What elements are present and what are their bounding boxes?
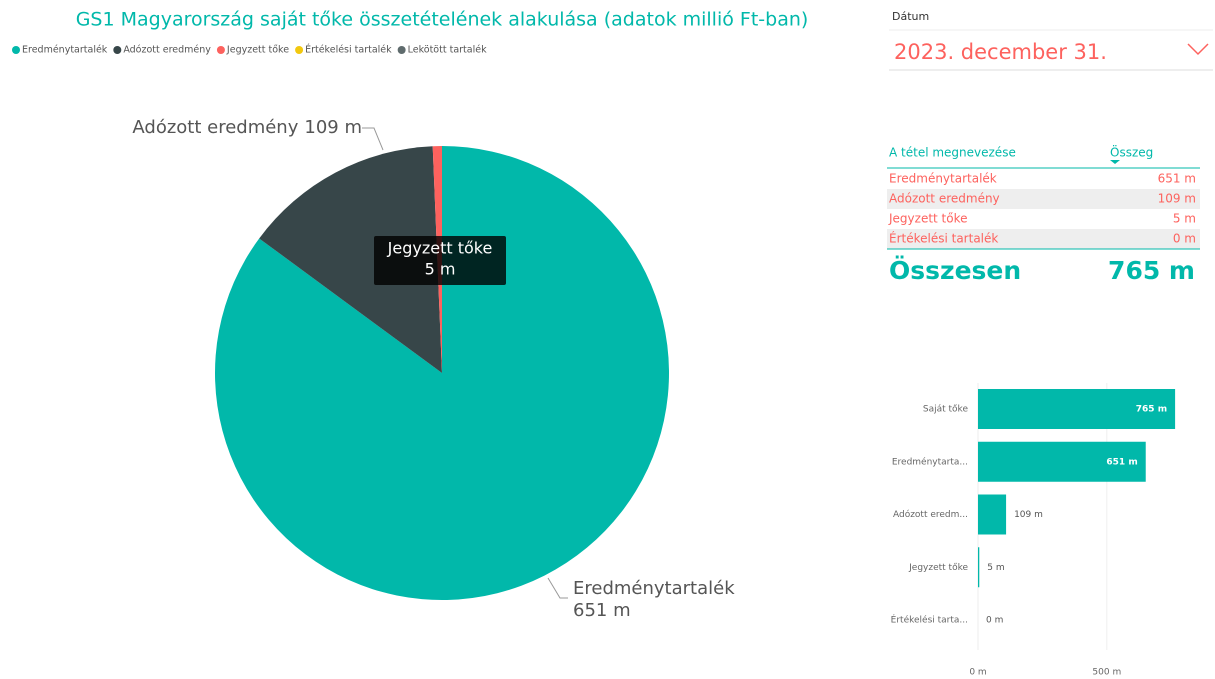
pie-slice <box>259 146 442 373</box>
leader-line <box>362 127 384 151</box>
data-label: 0 m <box>986 616 1003 626</box>
cell: 0 m <box>1173 232 1196 246</box>
legend-marker <box>397 46 406 54</box>
y-tick-label: Jegyzett tőke <box>908 563 968 573</box>
y-tick-label: Értékelési tarta... <box>891 614 968 626</box>
data-label-name: Eredménytartalék <box>573 578 735 599</box>
sort-arrow <box>1110 160 1120 164</box>
data-label-value: 109 m <box>304 117 362 138</box>
bar <box>978 441 1146 482</box>
legend-label: Jegyzett tőke <box>226 45 289 56</box>
pie-slice <box>215 146 669 600</box>
x-tick-label: 500 m <box>1092 668 1121 678</box>
legend-marker <box>12 46 20 54</box>
bar <box>978 547 980 588</box>
total-value: 765 m <box>1108 256 1195 285</box>
cell: Eredménytartalék <box>889 172 997 186</box>
data-label: 5 m <box>987 563 1004 573</box>
legend-marker <box>295 46 304 54</box>
table: A tétel megnevezése Összeg Eredménytartalé… <box>887 144 1200 285</box>
bar <box>978 494 1007 535</box>
bar <box>978 389 1176 429</box>
leader-line <box>547 577 568 599</box>
total-label: Összesen <box>889 255 1021 285</box>
data-label-value: 651 m <box>573 600 631 621</box>
tooltip-label: Jegyzett tőke <box>387 239 493 258</box>
cell: 651 m <box>1158 172 1196 186</box>
slicer-value[interactable]: 2023. december 31. <box>894 40 1107 64</box>
data-label: 651 m <box>1106 457 1137 467</box>
data-label: 109 m <box>1014 510 1043 520</box>
legend-marker <box>113 46 122 54</box>
slicer[interactable]: Dátum 2023. december 31. <box>889 10 1213 71</box>
chevron[interactable] <box>1187 43 1209 56</box>
cell: 109 m <box>1158 192 1196 206</box>
legend-label: Lekötött tartalék <box>408 45 487 56</box>
row-band <box>887 189 1200 209</box>
data-label: 765 m <box>1136 405 1167 415</box>
slicer-label: Dátum <box>892 10 929 23</box>
table-header: Összeg <box>1110 144 1153 160</box>
legend-label: Értékelési tartalék <box>305 44 392 56</box>
chart-title: GS1 Magyarország saját tőke összetételén… <box>76 9 809 31</box>
tooltip-value: 5 m <box>425 260 456 279</box>
tooltip: Jegyzett tőke 5 m <box>374 236 506 285</box>
bar-chart: 0 m 500 m Saját tőke 765 m Eredménytarta... 6… <box>891 383 1176 678</box>
x-tick-label: 0 m <box>969 668 986 678</box>
y-tick-label: Eredménytarta... <box>892 456 968 467</box>
cell: Adózott eredmény <box>889 192 1000 206</box>
data-label-name: Adózott eredmény <box>132 117 298 138</box>
legend-label: Adózott eredmény <box>123 45 211 56</box>
cell: 5 m <box>1173 212 1196 226</box>
row-band <box>887 229 1200 249</box>
table-header: A tétel megnevezése <box>889 146 1016 160</box>
y-tick-label: Adózott eredm... <box>893 509 968 520</box>
y-tick-label: Saját tőke <box>923 405 969 415</box>
cell: Jegyzett tőke <box>888 212 968 226</box>
legend-marker <box>216 46 225 54</box>
pie-chart: Adózott eredmény 109 m Eredménytartalék651… <box>132 117 735 621</box>
legend: Eredménytartalék Adózott eredmény Jegyzett… <box>12 44 487 56</box>
tooltip-box <box>374 236 506 285</box>
legend-label: Eredménytartalék <box>22 45 108 56</box>
cell: Értékelési tartalék <box>889 231 998 246</box>
